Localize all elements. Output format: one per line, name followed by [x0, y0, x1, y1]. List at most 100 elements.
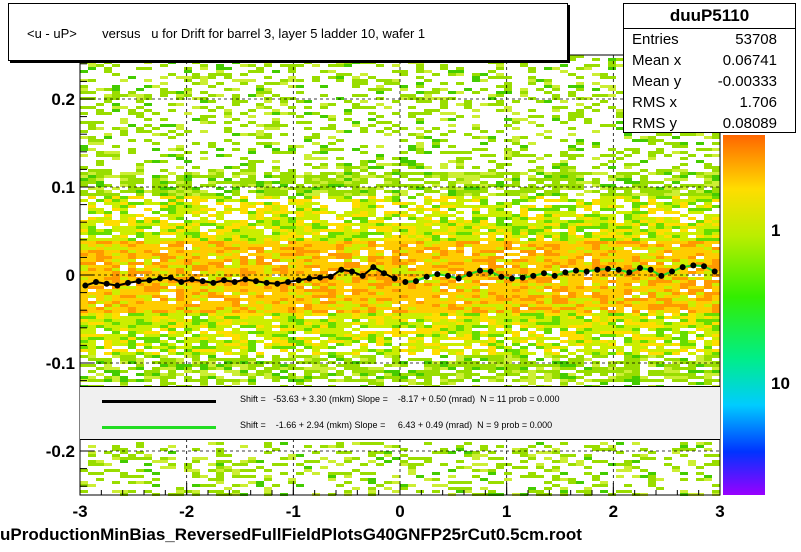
heatmap-cell	[136, 295, 144, 298]
heatmap-cell	[376, 304, 384, 307]
heatmap-cell	[192, 166, 200, 169]
heatmap-cell	[520, 193, 528, 196]
heatmap-cell	[128, 379, 136, 382]
heatmap-cell	[600, 298, 608, 301]
heatmap-cell	[320, 115, 328, 118]
heatmap-cell	[160, 280, 168, 283]
heatmap-cell	[504, 325, 512, 328]
heatmap-cell	[168, 364, 176, 367]
heatmap-cell	[536, 310, 544, 313]
heatmap-cell	[144, 286, 152, 289]
heatmap-cell	[120, 199, 128, 202]
heatmap-cell	[432, 343, 440, 346]
heatmap-cell	[456, 202, 464, 205]
heatmap-cell	[544, 226, 552, 229]
heatmap-cell	[416, 244, 424, 247]
heatmap-cell	[136, 193, 144, 196]
heatmap-cell	[440, 250, 448, 253]
heatmap-cell	[560, 265, 568, 268]
heatmap-cell	[552, 352, 560, 355]
heatmap-cell	[112, 202, 120, 205]
heatmap-cell	[528, 70, 536, 73]
heatmap-cell	[416, 91, 424, 94]
heatmap-cell	[112, 238, 120, 241]
heatmap-cell	[88, 226, 96, 229]
heatmap-cell	[536, 286, 544, 289]
heatmap-cell	[408, 202, 416, 205]
heatmap-cell	[400, 73, 408, 76]
heatmap-cell	[176, 199, 184, 202]
heatmap-cell	[376, 115, 384, 118]
heatmap-cell	[384, 247, 392, 250]
heatmap-cell	[528, 370, 536, 373]
heatmap-cell	[568, 91, 576, 94]
heatmap-cell	[376, 457, 384, 460]
heatmap-cell	[232, 190, 240, 193]
heatmap-cell	[280, 310, 288, 313]
heatmap-cell	[184, 67, 192, 70]
heatmap-cell	[440, 322, 448, 325]
heatmap-cell	[320, 466, 328, 469]
heatmap-cell	[488, 325, 496, 328]
heatmap-cell	[176, 187, 184, 190]
heatmap-cell	[280, 472, 288, 475]
heatmap-cell	[536, 301, 544, 304]
heatmap-cell	[192, 190, 200, 193]
heatmap-cell	[328, 142, 336, 145]
heatmap-cell	[208, 277, 216, 280]
heatmap-cell	[136, 241, 144, 244]
heatmap-cell	[592, 82, 600, 85]
heatmap-cell	[440, 349, 448, 352]
heatmap-cell	[80, 112, 88, 115]
heatmap-cell	[560, 301, 568, 304]
heatmap-cell	[160, 220, 168, 223]
heatmap-cell	[112, 241, 120, 244]
heatmap-cell	[200, 286, 208, 289]
heatmap-cell	[448, 271, 456, 274]
heatmap-cell	[480, 316, 488, 319]
heatmap-cell	[456, 187, 464, 190]
heatmap-cell	[224, 88, 232, 91]
heatmap-cell	[272, 448, 280, 451]
heatmap-cell	[504, 463, 512, 466]
heatmap-cell	[200, 295, 208, 298]
heatmap-cell	[200, 331, 208, 334]
heatmap-cell	[184, 343, 192, 346]
heatmap-cell	[176, 148, 184, 151]
heatmap-cell	[432, 127, 440, 130]
heatmap-cell	[464, 481, 472, 484]
heatmap-cell	[168, 307, 176, 310]
heatmap-cell	[552, 238, 560, 241]
heatmap-cell	[208, 109, 216, 112]
heatmap-cell	[408, 283, 416, 286]
heatmap-cell	[472, 289, 480, 292]
heatmap-cell	[296, 337, 304, 340]
heatmap-cell	[360, 265, 368, 268]
heatmap-cell	[176, 298, 184, 301]
heatmap-cell	[256, 481, 264, 484]
heatmap-cell	[448, 298, 456, 301]
heatmap-cell	[496, 76, 504, 79]
heatmap-cell	[160, 373, 168, 376]
heatmap-cell	[224, 343, 232, 346]
heatmap-cell	[288, 172, 296, 175]
heatmap-cell	[336, 79, 344, 82]
heatmap-cell	[136, 232, 144, 235]
heatmap-cell	[496, 373, 504, 376]
heatmap-cell	[408, 373, 416, 376]
heatmap-cell	[152, 142, 160, 145]
heatmap-cell	[280, 187, 288, 190]
heatmap-cell	[464, 238, 472, 241]
heatmap-cell	[456, 229, 464, 232]
heatmap-cell	[288, 247, 296, 250]
heatmap-cell	[216, 244, 224, 247]
heatmap-cell	[296, 220, 304, 223]
heatmap-cell	[112, 145, 120, 148]
heatmap-cell	[88, 325, 96, 328]
heatmap-cell	[456, 241, 464, 244]
heatmap-cell	[296, 253, 304, 256]
heatmap-cell	[528, 262, 536, 265]
heatmap-cell	[304, 295, 312, 298]
heatmap-cell	[184, 271, 192, 274]
heatmap-cell	[240, 469, 248, 472]
